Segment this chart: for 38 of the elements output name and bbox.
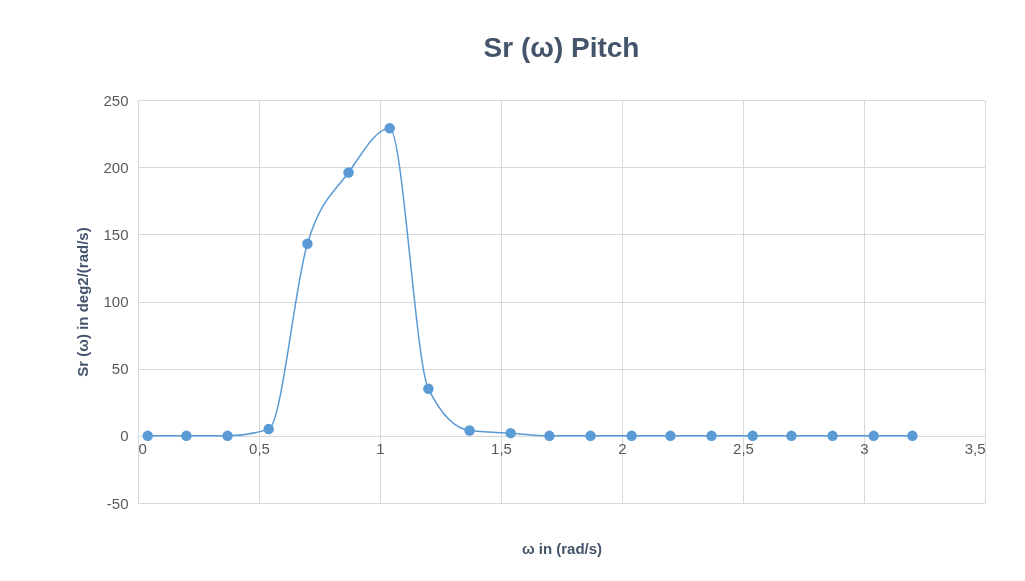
point [868, 430, 879, 442]
y-tick-label: 150 [103, 225, 129, 243]
x-tick-label: 0 [138, 440, 147, 458]
point [786, 430, 797, 442]
y-tick-label: 200 [103, 158, 129, 176]
x-tick-label: 1,5 [491, 440, 512, 458]
point [907, 430, 918, 442]
y-tick-label: -50 [106, 494, 129, 512]
point [423, 383, 434, 395]
x-tick-label: 1 [376, 440, 385, 458]
x-tick-label: 2,5 [733, 440, 754, 458]
x-tick-label: 0,5 [249, 440, 270, 458]
point [142, 430, 153, 442]
point [464, 425, 475, 436]
x-tick-label: 3 [860, 440, 869, 458]
y-axis-title: Sr (ω) in deg2/(rad/s) [74, 227, 92, 377]
point [181, 430, 192, 442]
point [544, 430, 555, 442]
y-tick-label: 100 [103, 293, 129, 310]
point [343, 167, 354, 178]
point [222, 430, 233, 442]
point [706, 430, 717, 442]
point [302, 238, 313, 249]
y-tick-label: 250 [103, 91, 129, 109]
chart-title: Sr (ω) Pitch [483, 32, 640, 63]
x-tick-label: 2 [618, 440, 627, 458]
point [505, 427, 516, 439]
point [827, 430, 838, 442]
point [747, 430, 758, 442]
x-axis-title: ω in (rad/s) [521, 539, 603, 557]
point [585, 430, 596, 442]
point [384, 122, 395, 134]
x-tick-label: 3,5 [964, 440, 986, 458]
y-tick-label: 0 [120, 427, 129, 445]
point [626, 430, 637, 442]
y-tick-label: 50 [111, 360, 129, 378]
point [263, 423, 274, 435]
point [665, 430, 676, 442]
